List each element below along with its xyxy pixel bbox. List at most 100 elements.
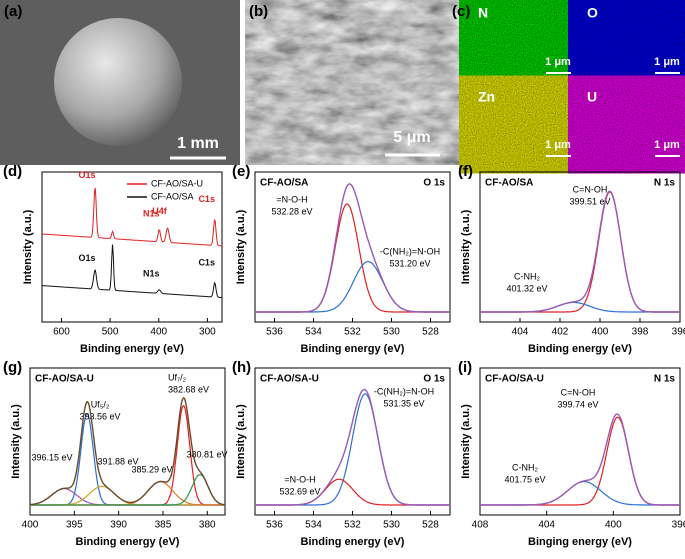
peak-annotation: C=N-OH (561, 387, 596, 397)
peak-annotation: 532.69 eV (279, 486, 320, 496)
x-tick-label: 534 (305, 520, 322, 531)
peak-annotation: 531.20 eV (389, 258, 430, 268)
peak-label: N1s (143, 268, 160, 278)
panel-label: (a) (4, 3, 22, 20)
plot-frame (41, 171, 223, 323)
peak-label: O1s (79, 170, 96, 180)
peak-annotation: =N-O-H (276, 194, 307, 204)
eds-map (470, 84, 576, 165)
x-tick-label: 536 (266, 327, 283, 338)
fit-component (480, 416, 680, 506)
peak-annotation: 399.51 eV (569, 196, 610, 206)
scale-bar-label: 1 μm (654, 139, 680, 151)
x-tick-label: 408 (472, 520, 489, 531)
panel-label: (f) (458, 163, 473, 180)
panel-title: CF-AO/SA (485, 178, 533, 189)
x-tick-label: 600 (53, 327, 70, 338)
scale-bar-label: 1 μm (545, 56, 571, 68)
x-tick-label: 528 (422, 327, 439, 338)
x-tick-label: 532 (344, 520, 361, 531)
peak-annotation: Uf₇/₂ (168, 372, 187, 382)
scale-bar-label: 1 μm (545, 139, 571, 151)
x-tick-label: 390 (110, 520, 127, 531)
survey-spectrum (42, 244, 223, 299)
eds-map (579, 0, 685, 82)
fit-envelope (255, 388, 450, 506)
element-label: U (587, 89, 597, 105)
y-axis-label: Intensity (a.u.) (10, 404, 22, 479)
plot-frame (479, 171, 681, 323)
legend-label: CF-AO/SA-U (151, 178, 203, 188)
panel-label: (d) (3, 163, 22, 180)
fit-envelope (480, 190, 680, 313)
x-tick-label: 400 (605, 520, 622, 531)
x-tick-label: 402 (552, 327, 569, 338)
panel-label: (e) (232, 163, 250, 180)
x-axis-label: Binding energy (eV) (301, 536, 405, 548)
fit-component (255, 261, 450, 313)
peak-annotation: -C(NH₂)=N-OH (374, 386, 434, 396)
x-tick-label: 380 (199, 520, 216, 531)
panel-title: CF-AO/SA-U (260, 374, 319, 385)
core-level: N 1s (654, 178, 676, 189)
peak-annotation: C-NH₂ (512, 462, 538, 472)
core-level: O 1s (423, 374, 445, 385)
x-tick-label: 400 (592, 327, 609, 338)
element-label: Zn (478, 89, 495, 105)
peak-annotation: 399.74 eV (557, 399, 598, 409)
peak-annotation: 391.88 eV (97, 456, 138, 466)
peak-annotation: 531.35 eV (383, 398, 424, 408)
panel-title: CF-AO/SA-U (35, 374, 94, 385)
peak-annotation: =N-O-H (284, 474, 315, 484)
eds-map (470, 0, 576, 82)
survey-spectrum (41, 187, 223, 247)
scale-bar-label: 1 μm (654, 56, 680, 68)
x-tick-label: 528 (422, 520, 439, 531)
y-axis-label: Intensity (a.u.) (460, 404, 472, 479)
x-tick-label: 396 (672, 520, 685, 531)
sem-image-b (245, 0, 466, 165)
panel-label: (c) (452, 3, 470, 20)
x-tick-label: 396 (672, 327, 685, 338)
y-axis-label: Intensity (a.u.) (22, 209, 34, 284)
peak-label: C1s (198, 258, 215, 268)
y-axis-label: Intensity (a.u.) (460, 209, 472, 284)
panel-label: (i) (458, 359, 472, 376)
x-axis-label: Binging energy (eV) (528, 536, 632, 548)
fit-envelope (255, 183, 450, 313)
panel-title: CF-AO/SA (260, 178, 308, 189)
peak-label: O1s (79, 253, 96, 263)
scale-bar-label: 5 μm (393, 129, 430, 146)
panel-title: CF-AO/SA-U (485, 374, 544, 385)
element-label: N (478, 5, 488, 21)
peak-annotation: C-NH₂ (514, 271, 540, 281)
x-axis-label: Binding energy (eV) (528, 343, 632, 355)
fit-component (480, 301, 680, 313)
x-tick-label: 300 (199, 327, 216, 338)
peak-annotation: Uf₅/₂ (91, 399, 110, 409)
fit-component (480, 191, 680, 313)
peak-annotation: 382.68 eV (168, 384, 209, 394)
fit-envelope (30, 396, 226, 506)
x-tick-label: 404 (512, 327, 529, 338)
panel-label: (g) (3, 359, 22, 376)
y-axis-label: Intensity (a.u.) (235, 209, 247, 284)
peak-annotation: 380.81 eV (186, 449, 227, 459)
peak-annotation: 393.56 eV (79, 411, 120, 421)
fit-envelope (480, 413, 680, 506)
core-level: N 1s (654, 374, 676, 385)
x-tick-label: 534 (305, 327, 322, 338)
x-tick-label: 500 (102, 327, 119, 338)
x-tick-label: 385 (155, 520, 172, 531)
peak-annotation: C=N-OH (573, 184, 608, 194)
x-axis-label: Binding energy (eV) (76, 536, 180, 548)
x-tick-label: 532 (344, 327, 361, 338)
x-tick-label: 400 (22, 520, 39, 531)
y-axis-label: Intensity (a.u.) (235, 404, 247, 479)
fit-component (30, 474, 226, 506)
peak-annotation: 385.29 eV (131, 464, 172, 474)
peak-annotation: 396.15 eV (31, 452, 72, 462)
x-tick-label: 530 (383, 327, 400, 338)
panel-label: (h) (232, 359, 251, 376)
